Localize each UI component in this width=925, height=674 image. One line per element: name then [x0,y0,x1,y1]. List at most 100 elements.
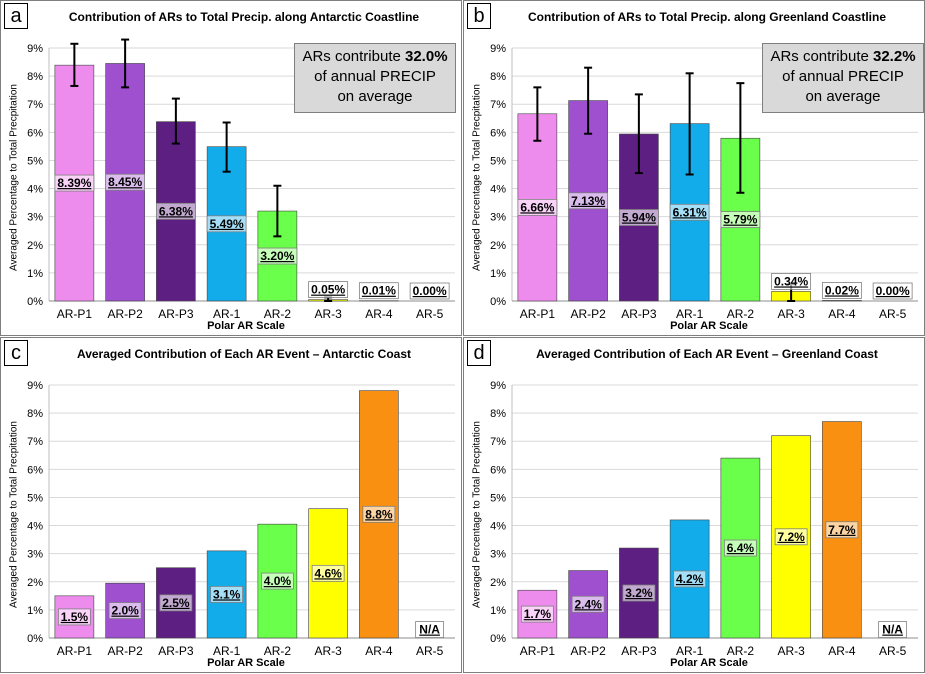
x-tick-label: AR-P3 [621,307,657,321]
y-tick-label: 6% [490,464,506,476]
y-tick-label: 8% [490,71,506,83]
x-tick-label: AR-P2 [570,307,606,321]
data-label: 5.49% [210,217,244,231]
y-tick-label: 9% [27,380,43,392]
y-tick-label: 1% [27,268,43,280]
y-tick-label: 2% [490,240,506,252]
y-tick-label: 5% [490,492,506,504]
chart-panel-a: a Contribution of ARs to Total Precip. a… [0,0,462,336]
y-tick-label: 8% [27,71,43,83]
chart-panel-d: d Averaged Contribution of Each AR Event… [463,337,925,673]
x-tick-label: AR-P2 [570,644,606,658]
data-label: 0.05% [311,283,345,297]
y-tick-label: 7% [490,99,506,111]
data-label: N/A [419,623,440,637]
y-tick-label: 8% [490,408,506,420]
x-tick-label: AR-P3 [621,644,657,658]
data-label: 7.7% [828,523,856,537]
data-label: 6.31% [673,205,707,219]
data-label: 5.94% [622,211,656,225]
x-tick-label: AR-1 [676,644,704,658]
data-label: 8.39% [57,176,91,190]
y-tick-label: 5% [490,155,506,167]
x-tick-label: AR-P2 [107,644,143,658]
data-label: 4.6% [314,566,342,580]
data-label: 2.4% [574,597,602,611]
data-label: 8.8% [365,507,393,521]
y-tick-label: 5% [27,492,43,504]
callout-value: 32.0% [405,48,448,65]
data-label: 6.38% [159,204,193,218]
x-tick-label: AR-P1 [520,644,556,658]
x-tick-label: AR-1 [213,307,241,321]
x-tick-label: AR-3 [314,644,342,658]
y-tick-label: 3% [490,212,506,224]
callout-line2: of annual PRECIP [314,68,436,85]
x-tick-label: AR-P3 [158,644,194,658]
y-tick-label: 2% [490,577,506,589]
y-tick-label: 4% [27,521,43,533]
data-label: 6.66% [520,200,554,214]
y-tick-label: 2% [27,577,43,589]
data-label: 4.2% [676,572,704,586]
y-tick-label: 8% [27,408,43,420]
y-tick-label: 3% [27,212,43,224]
y-tick-label: 1% [490,605,506,617]
x-tick-label: AR-5 [416,644,444,658]
y-tick-label: 3% [490,549,506,561]
y-tick-label: 9% [490,43,506,55]
data-label: 0.01% [362,284,396,298]
x-tick-label: AR-P1 [57,644,93,658]
x-tick-label: AR-2 [264,644,292,658]
data-label: 1.7% [524,607,552,621]
callout-line3: on average [337,88,412,105]
summary-callout: ARs contribute 32.0% of annual PRECIP on… [294,43,456,113]
y-tick-label: 1% [27,605,43,617]
x-tick-label: AR-P3 [158,307,194,321]
x-tick-label: AR-P1 [520,307,556,321]
data-label: 1.5% [61,610,89,624]
x-tick-label: AR-3 [314,307,342,321]
x-tick-label: AR-5 [416,307,444,321]
data-label: 7.13% [571,194,605,208]
y-tick-label: 0% [27,296,43,308]
x-tick-label: AR-2 [727,644,755,658]
chart-panel-c: c Averaged Contribution of Each AR Event… [0,337,462,673]
data-label: 3.2% [625,586,653,600]
y-tick-label: 6% [490,127,506,139]
data-label: 6.4% [727,541,755,555]
bar-chart-svg: 0% 1% 2% 3% 4% 5% 6% 7% 8% 9% 1.7% AR-P1 2.4% AR-P2 3.… [464,338,925,674]
x-tick-label: AR-4 [365,644,393,658]
x-tick-label: AR-4 [828,644,856,658]
data-label: 4.0% [264,574,292,588]
x-tick-label: AR-3 [777,307,805,321]
data-label: N/A [882,623,903,637]
x-tick-label: AR-2 [727,307,755,321]
y-tick-label: 9% [490,380,506,392]
callout-value: 32.2% [873,48,916,65]
y-tick-label: 0% [490,633,506,645]
data-label: 8.45% [108,175,142,189]
y-tick-label: 7% [490,436,506,448]
x-tick-label: AR-3 [777,644,805,658]
x-tick-label: AR-4 [828,307,856,321]
x-tick-label: AR-P1 [57,307,93,321]
y-tick-label: 4% [490,521,506,533]
x-tick-label: AR-1 [676,307,704,321]
x-tick-label: AR-P2 [107,307,143,321]
data-label: 3.20% [260,249,294,263]
x-tick-label: AR-2 [264,307,292,321]
data-label: 7.2% [777,530,805,544]
y-tick-label: 9% [27,43,43,55]
x-tick-label: AR-4 [365,307,393,321]
y-tick-label: 6% [27,464,43,476]
x-tick-label: AR-5 [879,644,907,658]
y-tick-label: 3% [27,549,43,561]
data-label: 3.1% [213,587,241,601]
y-tick-label: 5% [27,155,43,167]
y-tick-label: 2% [27,240,43,252]
y-tick-label: 0% [27,633,43,645]
data-label: 0.34% [774,274,808,288]
data-label: 5.79% [723,213,757,227]
x-tick-label: AR-1 [213,644,241,658]
